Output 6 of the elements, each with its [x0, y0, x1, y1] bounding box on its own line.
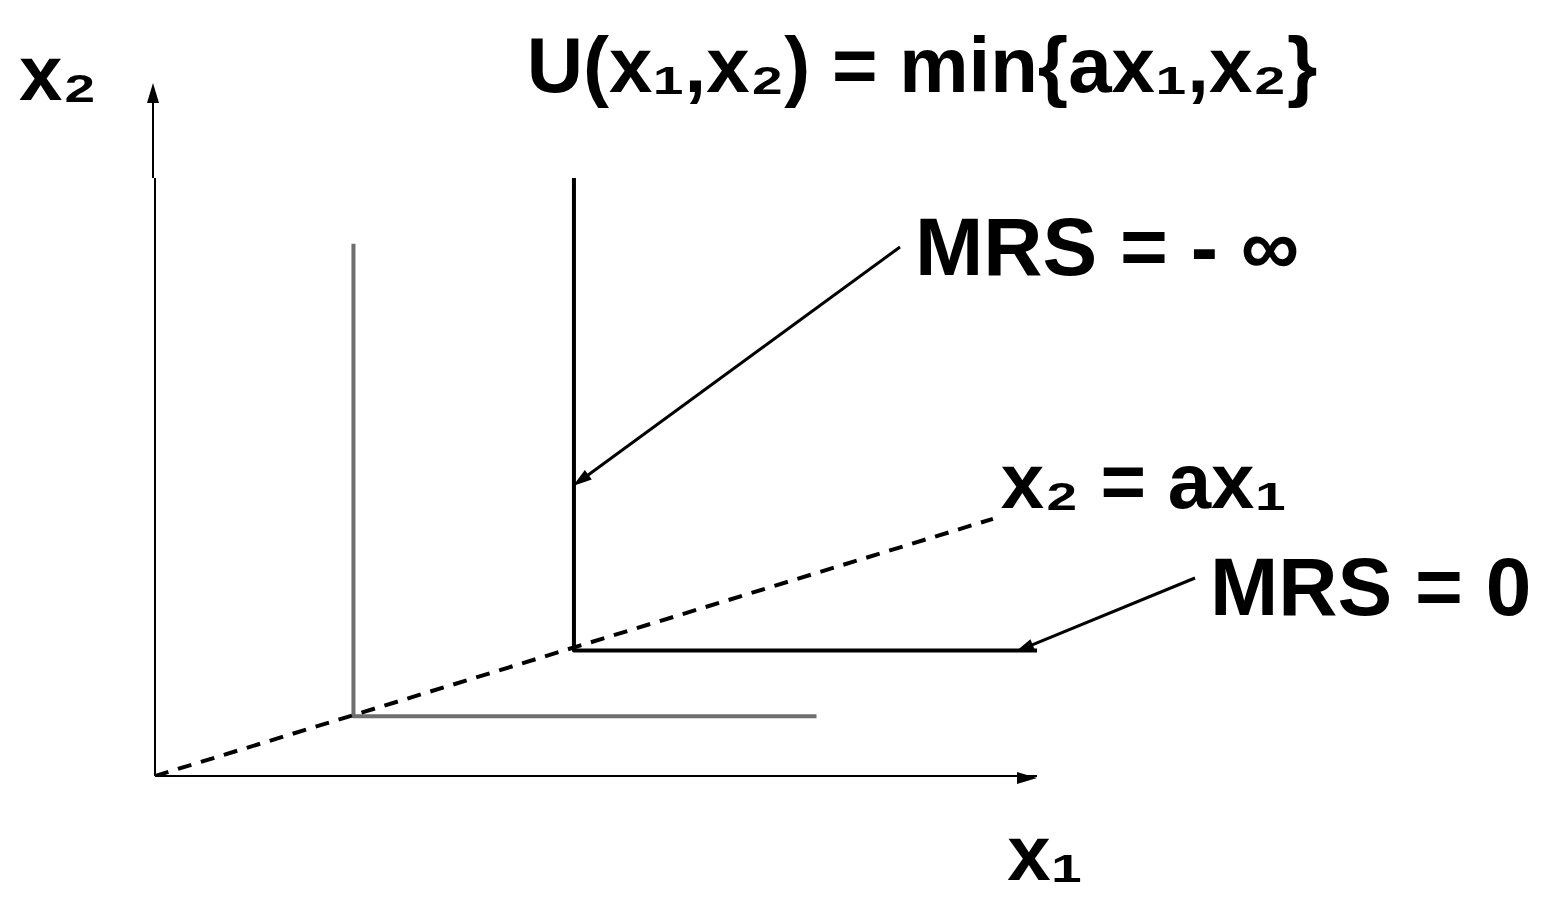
chart-title: U(x₁,x₂) = min{ax₁,x₂} — [526, 21, 1318, 109]
annotation: MRS = - ∞ — [915, 201, 1300, 292]
text: MRS = 0 — [1210, 541, 1532, 632]
series-label: x₂ = ax₁ — [1000, 437, 1287, 525]
y-axis-title: x₂ — [18, 29, 98, 117]
x-axis-title: x₁ — [1007, 809, 1083, 897]
